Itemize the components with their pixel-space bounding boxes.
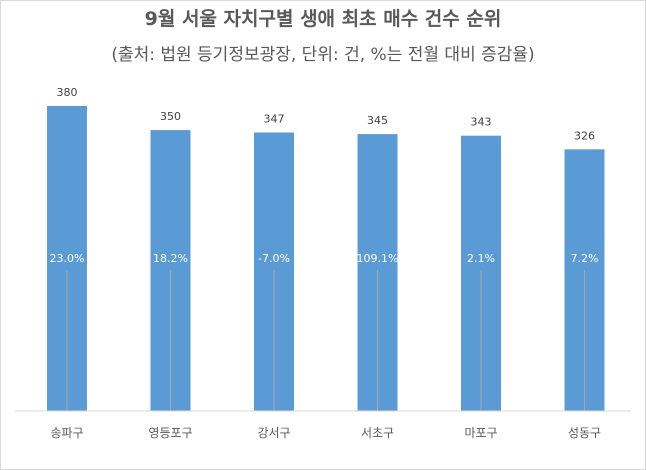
change-label: 18.2% (153, 252, 188, 265)
value-label: 380 (57, 86, 78, 99)
category-label: 영등포구 (148, 426, 192, 440)
value-label: 343 (471, 116, 492, 129)
category-label: 강서구 (257, 426, 290, 440)
chart-subtitle: (출처: 법원 등기정보광장, 단위: 건, %는 전월 대비 증감율) (111, 45, 535, 65)
value-label: 345 (367, 114, 388, 127)
value-label: 347 (264, 112, 285, 125)
value-label: 350 (160, 110, 181, 123)
chart-title: 9월 서울 자치구별 생애 최초 매수 건수 순위 (144, 8, 502, 30)
value-label: 326 (574, 129, 595, 142)
change-label: 109.1% (357, 252, 399, 265)
change-label: 23.0% (50, 252, 85, 265)
category-label: 서초구 (361, 426, 394, 440)
change-label: 7.2% (571, 252, 599, 265)
category-label: 마포구 (464, 426, 497, 440)
change-label: 2.1% (467, 252, 495, 265)
change-label: -7.0% (258, 252, 290, 265)
labels-group: 380 23.0% 송파구 350 18.2% 영등포구 347 -7.0% 강서구 345 109… (50, 86, 602, 440)
category-label: 성동구 (568, 426, 601, 440)
category-label: 송파구 (50, 426, 83, 440)
bars-group (47, 106, 605, 411)
